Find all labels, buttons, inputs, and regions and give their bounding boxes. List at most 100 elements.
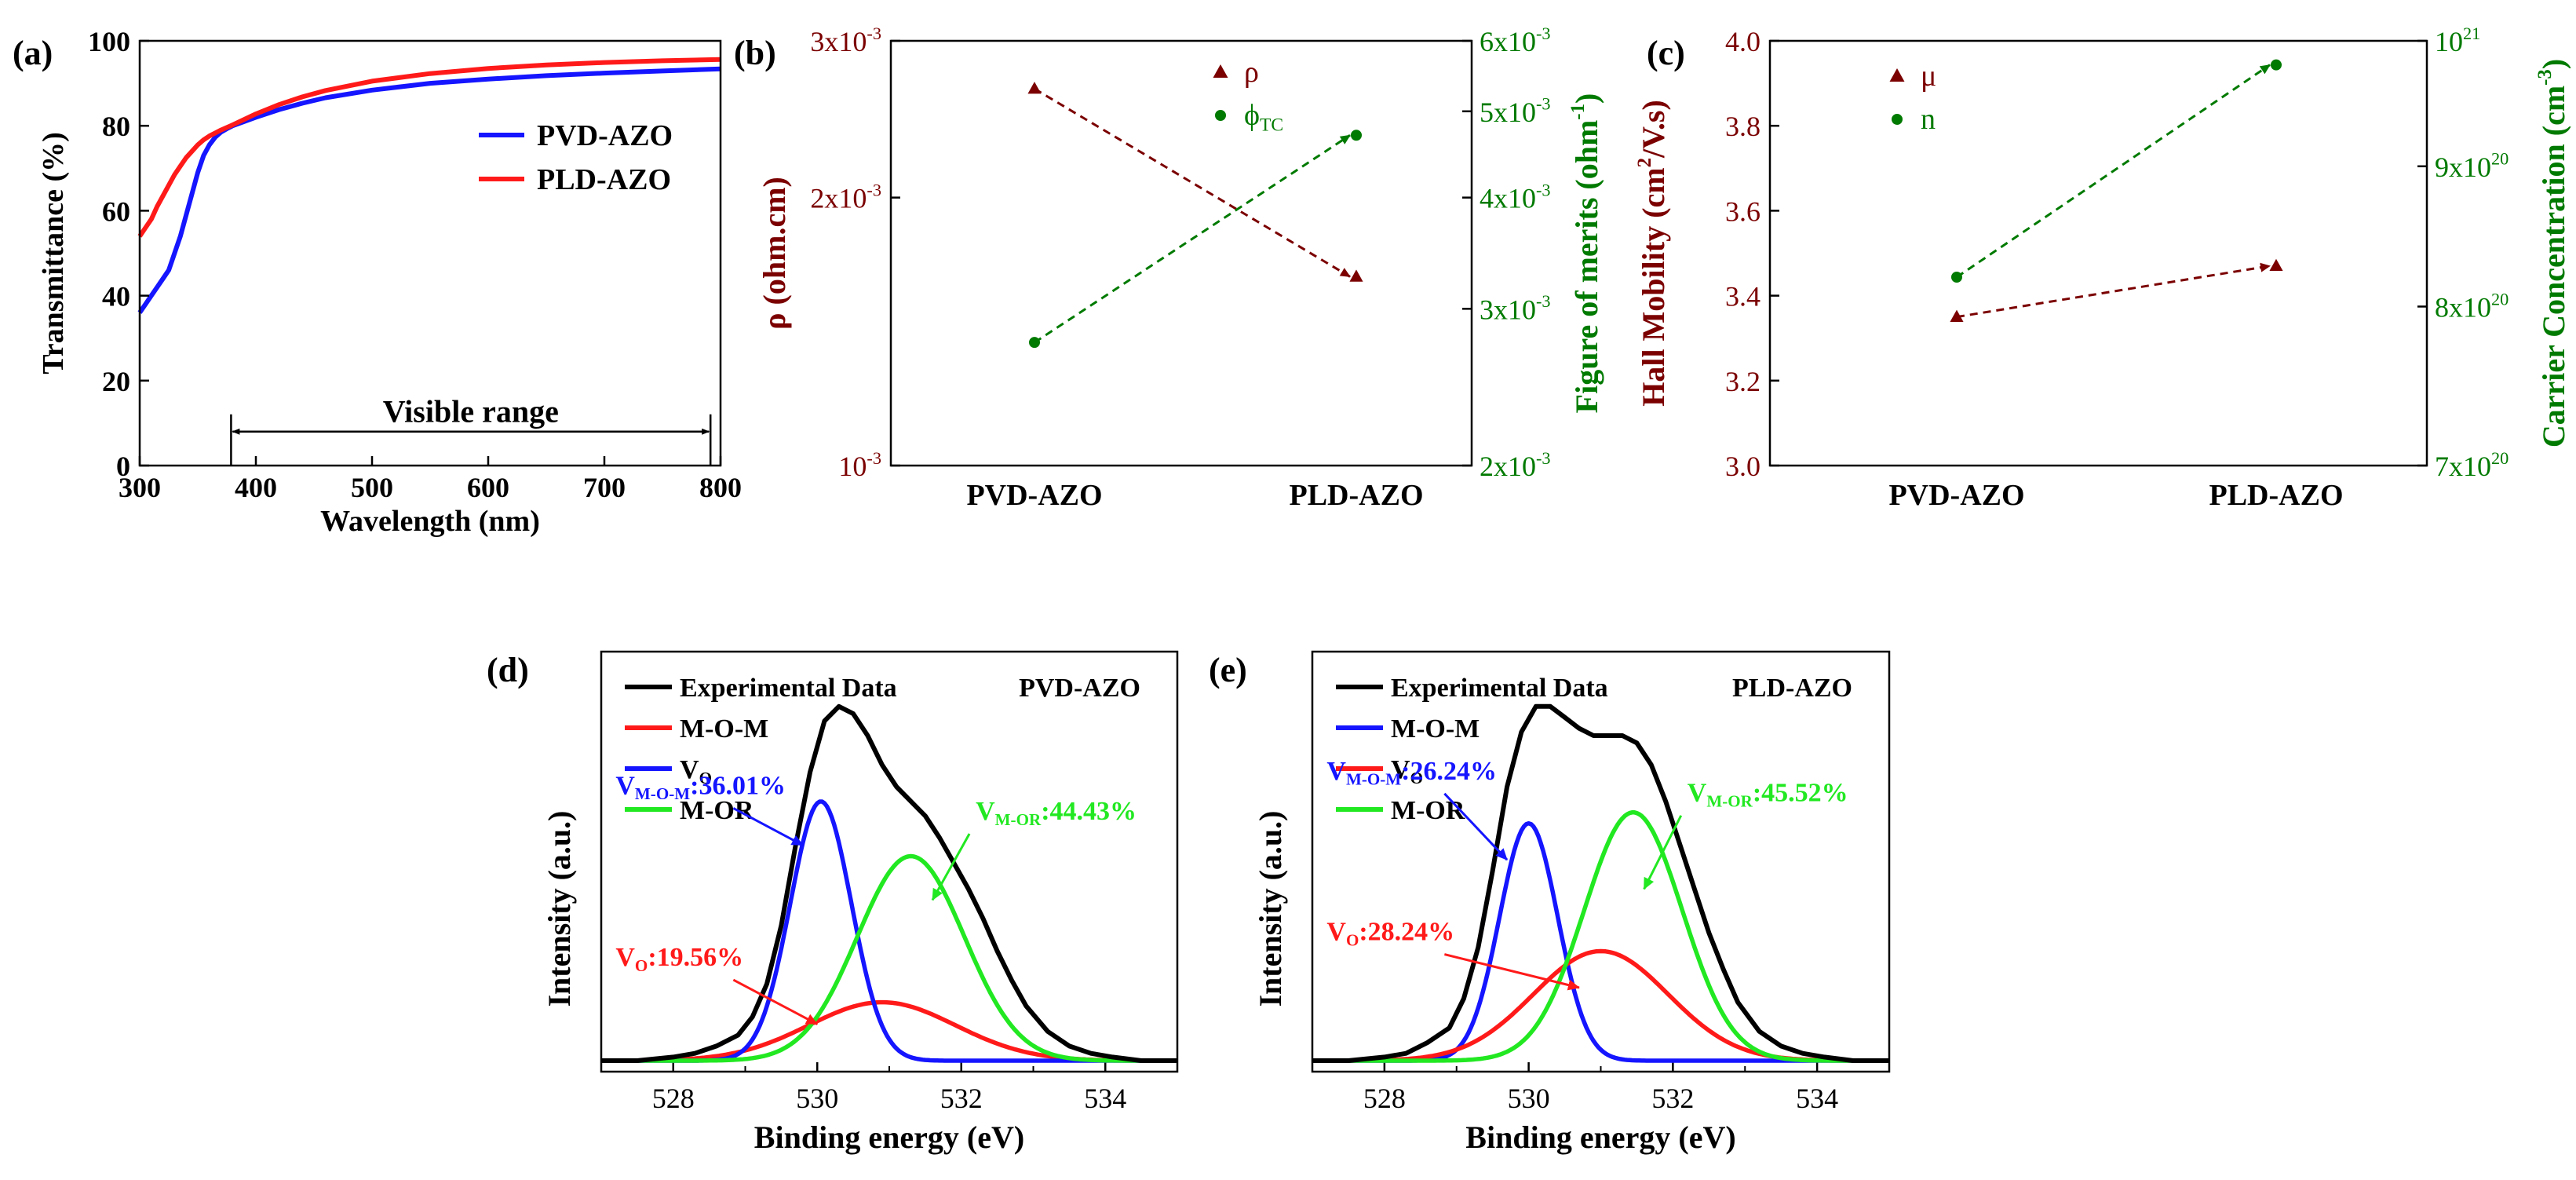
- sample-label: PVD-AZO: [1019, 674, 1140, 703]
- legend-label-part: TC: [1260, 115, 1283, 136]
- x-tick-label: 600: [467, 472, 509, 503]
- left-axis-label: ρ (ohm.cm): [757, 177, 792, 330]
- data-point-triangle: [1349, 269, 1363, 282]
- right-axis-label-part: Figure of merits (ohm: [1569, 120, 1604, 414]
- legend-label-part: M-OR: [680, 796, 754, 825]
- x-tick-label: 528: [652, 1083, 695, 1114]
- right-axis-label-part: ): [2536, 59, 2571, 69]
- left-tick-label-part: 10: [838, 451, 867, 482]
- x-axis-label: Binding energy (eV): [1465, 1120, 1735, 1155]
- legend-label: μ: [1921, 60, 1936, 93]
- legend-label-part: n: [1921, 103, 1936, 136]
- annotation-arrow: [732, 807, 804, 846]
- data-point-triangle: [1027, 82, 1042, 94]
- right-tick-label-part: 7x10: [2435, 451, 2491, 482]
- annotation-arrow: [1444, 953, 1580, 991]
- annotation-label-part: :45.52%: [1753, 779, 1848, 808]
- annotation-label-part: M-OR: [995, 810, 1042, 829]
- legend-label-part: Experimental Data: [680, 674, 897, 703]
- annotation-label-part: :44.43%: [1041, 797, 1137, 826]
- annotation-label-part: O: [1346, 930, 1359, 949]
- x-tick-label: 534: [1084, 1083, 1126, 1114]
- right-tick-label-part: -3: [1536, 94, 1551, 114]
- legend-label-part: O: [699, 769, 712, 787]
- right-axis-label-part: ): [1569, 93, 1604, 104]
- legend-label: M-OR: [1391, 796, 1465, 825]
- right-tick-label-part: -3: [1536, 291, 1551, 311]
- annotation-label: VO:19.56%: [615, 943, 743, 975]
- left-tick-label-part: 3x10: [810, 26, 867, 57]
- legend-label: VO: [680, 755, 712, 787]
- legend-label: ρ: [1244, 56, 1259, 89]
- legend-label-part: O: [1410, 769, 1423, 787]
- right-tick-label: 2x10-3: [1480, 448, 1551, 482]
- right-tick-label-part: 20: [2491, 448, 2508, 468]
- annotation-arrow: [931, 833, 971, 901]
- x-tick-label: 400: [235, 472, 277, 503]
- data-point-circle: [1951, 272, 1962, 283]
- right-tick-label-part: 4x10: [1480, 183, 1536, 214]
- legend-label: M-O-M: [1391, 714, 1480, 743]
- legend-label: Experimental Data: [680, 674, 897, 703]
- legend-label: ϕTC: [1244, 99, 1283, 136]
- x-tick-label: 530: [796, 1083, 838, 1114]
- annotation-label-part: :36.01%: [690, 771, 786, 800]
- right-tick-label: 4x10-3: [1480, 181, 1551, 214]
- annotation-label-part: M-O-M: [1346, 770, 1401, 789]
- component-curve-v: [601, 799, 1177, 1063]
- panel-label-d: (d): [487, 651, 529, 689]
- y-axis-label: Intensity (a.u.): [542, 810, 577, 1006]
- y-axis-label: Intensity (a.u.): [1253, 810, 1288, 1006]
- series-connector-circle: [1956, 64, 2271, 279]
- experimental-curve: [601, 703, 1177, 1063]
- legend-label-part: M-OR: [1391, 796, 1465, 825]
- category-label: PVD-AZO: [966, 479, 1102, 512]
- right-tick-label: 6x10-3: [1480, 24, 1551, 57]
- right-tick-label-part: 2x10: [1480, 451, 1536, 482]
- left-axis-label: Hall Mobility (cm2/V.s): [1634, 100, 1671, 407]
- x-tick-label: 532: [1651, 1083, 1694, 1114]
- right-axis-label-part: Carrier Concentration (cm: [2536, 86, 2571, 448]
- series-connector-triangle: [1956, 262, 2271, 319]
- x-tick-label: 530: [1508, 1083, 1550, 1114]
- annotation-label-part: V: [1326, 757, 1346, 786]
- left-tick-label: 3.0: [1725, 451, 1761, 482]
- right-tick-label: 5x10-3: [1480, 94, 1551, 128]
- annotation-label: VM-O-M:36.01%: [615, 771, 786, 803]
- right-tick-label: 9x1020: [2435, 149, 2508, 183]
- x-tick-label: 700: [583, 472, 626, 503]
- y-tick-label: 40: [102, 281, 130, 312]
- right-tick-label-part: -3: [1536, 24, 1551, 43]
- annotation-arrow: [1443, 792, 1509, 861]
- panel-label-c: (c): [1647, 34, 1685, 72]
- left-tick-label: 3.2: [1725, 366, 1761, 397]
- series-connector-triangle: [1034, 87, 1351, 278]
- legend-label: M-O-M: [680, 714, 768, 743]
- data-point-triangle: [2269, 258, 2283, 272]
- data-point-circle: [1029, 337, 1040, 349]
- y-tick-label: 0: [116, 451, 130, 482]
- annotation-label-part: V: [615, 771, 635, 800]
- right-tick-label-part: 21: [2463, 24, 2480, 43]
- left-tick-label: 3x10-3: [810, 24, 881, 57]
- x-tick-label: 534: [1796, 1083, 1838, 1114]
- right-tick-label: 8x1020: [2435, 289, 2508, 323]
- series-line-pld-azo: [137, 57, 721, 238]
- right-tick-label: 7x1020: [2435, 448, 2508, 482]
- right-axis-label: Carrier Concentration (cm-3): [2534, 59, 2571, 448]
- experimental-curve: [1312, 703, 1889, 1063]
- component-curve-m-or: [601, 853, 1177, 1063]
- x-tick-label: 300: [119, 472, 161, 503]
- right-axis-label-part: -3: [2534, 69, 2556, 86]
- plot-frame-b: [889, 39, 1473, 467]
- legend-label-part: Experimental Data: [1391, 674, 1608, 703]
- legend-label-part: V: [1391, 755, 1410, 784]
- visible-range-label: Visible range: [383, 394, 559, 429]
- left-axis-label-part: 2: [1634, 158, 1655, 167]
- legend-label-part: M-O-M: [680, 714, 768, 743]
- right-tick-label-part: -3: [1536, 448, 1551, 468]
- right-tick-label-part: 9x10: [2435, 152, 2491, 183]
- y-tick-label: 60: [102, 195, 130, 227]
- left-tick-label-part: -3: [867, 24, 881, 43]
- legend-marker: [1213, 64, 1228, 78]
